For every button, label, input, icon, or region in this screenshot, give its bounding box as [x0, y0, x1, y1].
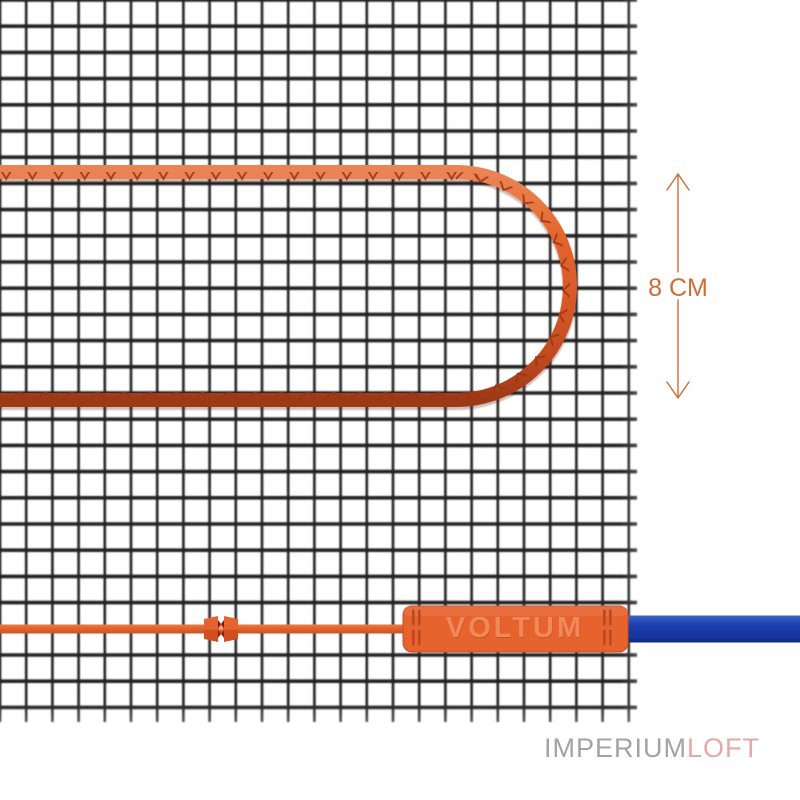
svg-text:IMPERIUMLOFT: IMPERIUMLOFT [544, 733, 760, 763]
